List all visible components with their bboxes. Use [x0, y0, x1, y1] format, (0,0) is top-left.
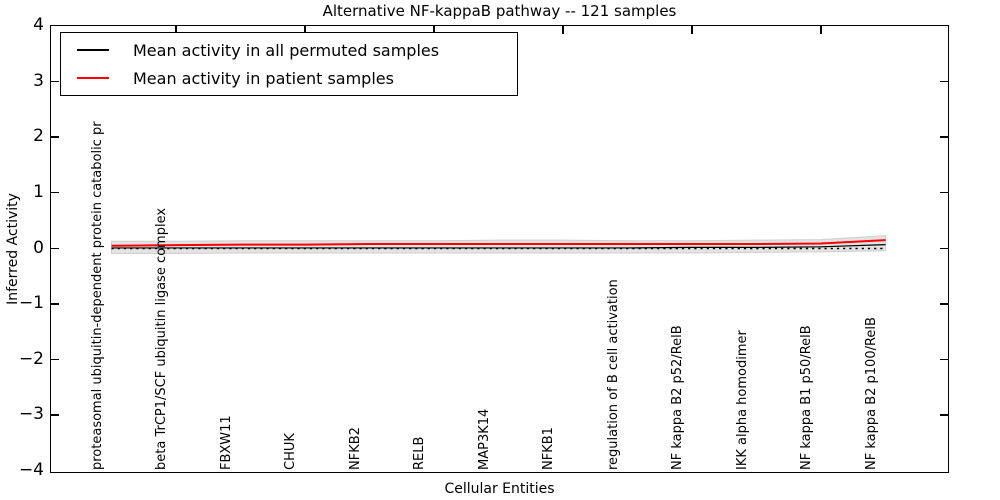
legend-label: Mean activity in all permuted samples: [133, 40, 440, 60]
x-tick-mark-top: [691, 26, 693, 34]
x-tick-label: RELB: [412, 436, 427, 470]
legend-item-permuted: Mean activity in all permuted samples: [71, 36, 507, 64]
x-tick-label: NF kappa B2 p52/RelB: [670, 325, 685, 470]
x-tick-label: regulation of B cell activation: [605, 279, 621, 470]
x-tick-mark-top: [433, 26, 435, 34]
x-tick-label: FBXW11: [218, 415, 234, 470]
y-tick-mark-right: [940, 80, 948, 83]
x-tick-label: IKK alpha homodimer: [734, 330, 750, 470]
plot-area: proteasomal ubiquitin-dependent protein …: [50, 25, 949, 473]
x-tick-label: beta TrCP1/SCF ubiquitin ligase complex: [154, 207, 169, 470]
y-tick-mark-right: [940, 303, 948, 305]
x-tick-label: proteasomal ubiquitin-dependent protein …: [89, 121, 105, 470]
patient-mean-line: [111, 239, 886, 247]
y-tick-label: −1: [18, 293, 44, 314]
y-tick-label: 4: [33, 15, 44, 35]
x-tick-mark-top: [820, 26, 822, 34]
chart-svg: [111, 235, 886, 255]
x-tick-label: CHUK: [283, 433, 298, 470]
y-tick-mark-right: [940, 247, 948, 249]
permuted-mean-line: [111, 244, 886, 249]
legend-item-patient: Mean activity in patient samples: [71, 64, 507, 92]
x-tick-mark-top: [175, 26, 177, 34]
legend-line-sample-black: [77, 49, 109, 51]
y-tick-mark-left: [51, 191, 59, 194]
x-tick-label: NFKB2: [347, 427, 363, 470]
x-tick-label: MAP3K14: [476, 408, 492, 470]
y-tick-label: 1: [33, 181, 44, 202]
x-tick-label: NF kappa B1 p50/RelB: [799, 325, 814, 470]
y-tick-mark-right: [940, 136, 948, 138]
y-tick-mark-right: [940, 414, 948, 416]
x-tick-label: NF kappa B2 p100/RelB: [863, 317, 879, 470]
x-axis-label: Cellular Entities: [444, 481, 555, 497]
y-tick-label: 0: [33, 237, 44, 258]
y-tick-label: −2: [18, 348, 44, 369]
y-tick-mark-left: [51, 136, 59, 138]
chart-title: Alternative NF-kappaB pathway -- 121 sam…: [322, 2, 677, 20]
x-tick-mark-top: [562, 26, 564, 34]
y-tick-label: 3: [33, 70, 44, 91]
x-tick-label: NFKB1: [541, 427, 556, 470]
y-tick-mark-left: [51, 247, 59, 249]
y-tick-label: −4: [18, 460, 44, 480]
y-tick-mark-left: [51, 303, 59, 305]
y-tick-mark-right: [940, 191, 948, 194]
y-tick-label: −3: [18, 404, 44, 425]
legend: Mean activity in all permuted samples Me…: [60, 32, 518, 96]
y-tick-mark-left: [51, 80, 59, 83]
legend-line-sample-red: [77, 77, 109, 79]
y-tick-mark-left: [51, 358, 59, 361]
y-tick-mark-right: [940, 358, 948, 361]
x-tick-mark-top: [304, 26, 306, 34]
y-tick-label: 2: [33, 126, 44, 147]
legend-label: Mean activity in patient samples: [133, 68, 394, 88]
y-tick-mark-left: [51, 414, 59, 416]
